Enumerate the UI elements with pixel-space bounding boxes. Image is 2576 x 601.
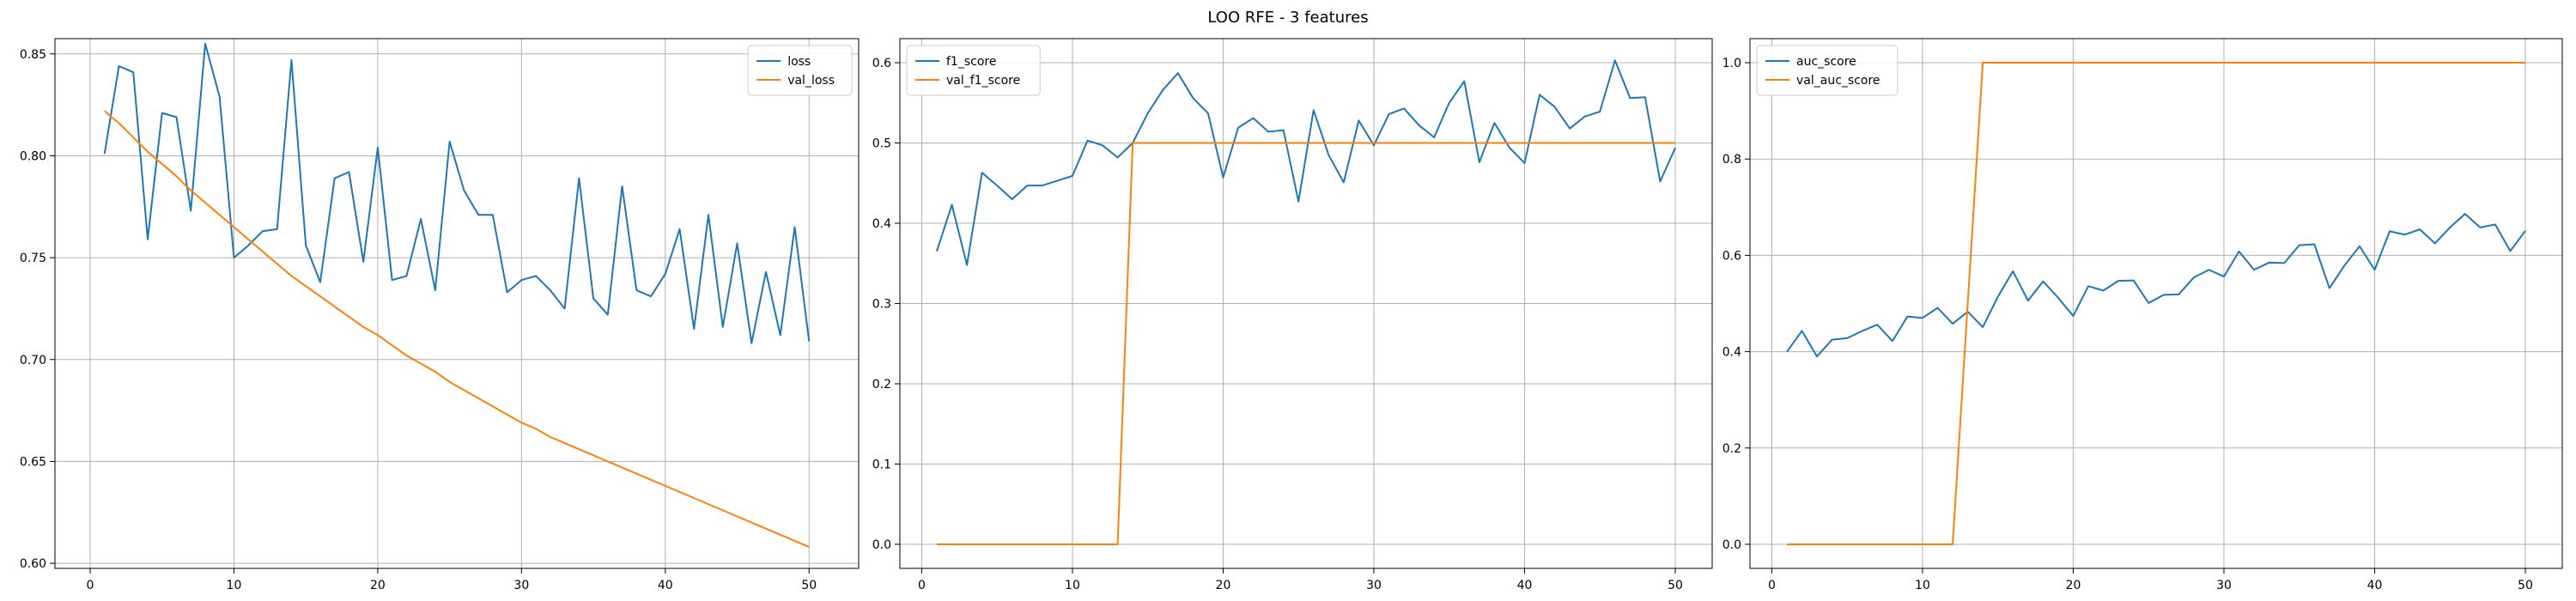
legend: f1_score val_f1_score: [906, 45, 1041, 96]
x-tick-label: 0: [918, 579, 926, 592]
axes-frame: [1749, 38, 2563, 569]
figure-title: LOO RFE - 3 features: [1207, 9, 1369, 27]
legend: auc_score val_auc_score: [1756, 45, 1899, 96]
x-tick-label: 0: [1768, 579, 1776, 592]
legend-entry-label: f1_score: [946, 55, 996, 69]
x-tick-label: 40: [2367, 579, 2383, 592]
y-tick-label: 0.2: [872, 378, 891, 392]
x-tick-label: 20: [2066, 579, 2081, 592]
axes-frame: [54, 38, 860, 569]
x-tick-label: 10: [1065, 579, 1080, 592]
x-tick-label: 40: [658, 579, 673, 592]
legend-entry-label: loss: [787, 55, 811, 69]
legend-box: [1756, 45, 1899, 96]
x-tick-label: 50: [2518, 579, 2533, 592]
x-tick-label: 0: [87, 579, 94, 592]
x-tick-label: 20: [370, 579, 386, 592]
y-tick-label: 0.85: [20, 48, 46, 62]
x-tick-label: 10: [1915, 579, 1930, 592]
x-tick-label: 10: [227, 579, 242, 592]
f1-score-subplot: 0 10 20 30 40 50 0.0 0.1 0.2 0.3 0.4 0.5 0.6 f1_score…: [872, 38, 1713, 592]
series-line-val-f1-score: [937, 142, 1675, 545]
legend-box: [747, 45, 853, 96]
legend-entry-label: val_f1_score: [946, 74, 1020, 88]
legend-entry-label: auc_score: [1796, 55, 1856, 69]
y-tick-label: 0.1: [872, 458, 891, 471]
series-line-f1-score: [936, 59, 1676, 266]
y-tick-label: 0.4: [1722, 346, 1741, 360]
y-tick-label: 0.6: [872, 57, 891, 70]
x-tick-label: 20: [1216, 579, 1231, 592]
legend: loss val_loss: [747, 45, 853, 96]
y-tick-label: 0.60: [20, 557, 46, 571]
series-line-val-auc-score: [1787, 62, 2525, 545]
x-tick-label: 40: [1517, 579, 1533, 592]
y-tick-label: 0.6: [1722, 249, 1741, 263]
y-tick-label: 0.3: [872, 298, 891, 312]
y-tick-label: 0.2: [1722, 442, 1741, 456]
y-tick-label: 1.0: [1722, 57, 1741, 70]
loss-subplot: 0 10 20 30 40 50 0.60 0.65 0.70 0.75 0.80 0.85 loss v…: [20, 38, 860, 592]
series-line-auc-score: [1786, 213, 2526, 358]
x-tick-label: 30: [513, 579, 529, 592]
legend-entry-label: val_loss: [787, 74, 835, 88]
legend-entry-label: val_auc_score: [1796, 74, 1880, 88]
y-tick-label: 0.75: [20, 252, 46, 265]
x-tick-label: 50: [801, 579, 817, 592]
y-tick-label: 0.5: [872, 137, 891, 151]
y-tick-label: 0.8: [1722, 153, 1741, 167]
y-tick-label: 0.0: [1722, 538, 1741, 552]
auc-score-subplot: 0 10 20 30 40 50 0.0 0.2 0.4 0.6 0.8 1.0 auc_scoreva…: [1722, 38, 2563, 592]
y-tick-label: 0.0: [872, 538, 891, 552]
legend-box: [906, 45, 1041, 96]
y-tick-label: 0.80: [20, 149, 46, 163]
series-line-val-loss: [104, 110, 810, 549]
y-tick-label: 0.65: [20, 455, 46, 469]
y-tick-label: 0.70: [20, 354, 46, 367]
x-tick-label: 50: [1668, 579, 1683, 592]
y-tick-label: 0.4: [872, 217, 891, 231]
series-line-loss: [103, 42, 811, 344]
x-tick-label: 30: [2216, 579, 2232, 592]
x-tick-label: 30: [1366, 579, 1382, 592]
